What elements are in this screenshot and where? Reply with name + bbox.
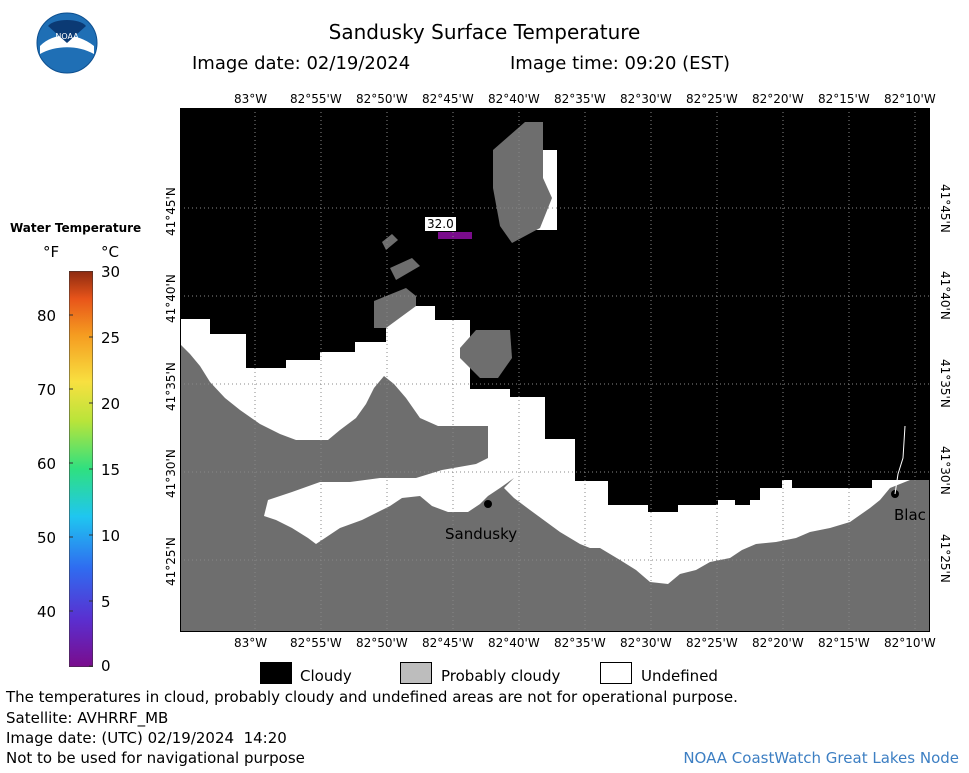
lon-label-top: 82°45'W bbox=[422, 92, 474, 106]
map-panel[interactable]: 32.0 Sandusky Blac bbox=[180, 108, 930, 632]
undefined-swatch bbox=[600, 662, 632, 684]
probably-cloudy-area bbox=[382, 234, 398, 250]
sandusky-marker bbox=[484, 500, 492, 508]
place-label-blac: Blac bbox=[894, 506, 926, 524]
lon-label-top: 82°25'W bbox=[686, 92, 738, 106]
temperature-sample-pixel bbox=[438, 232, 472, 239]
cloudy-area bbox=[180, 108, 930, 512]
utc-date-text: Image date: (UTC) 02/19/2024 14:20 bbox=[6, 729, 287, 747]
legend-f-tick: 40 bbox=[37, 603, 57, 621]
lon-label-bottom: 83°W bbox=[234, 636, 268, 650]
place-label-sandusky: Sandusky bbox=[445, 525, 518, 543]
probably-cloudy-area bbox=[493, 122, 552, 243]
lon-label-top: 82°20'W bbox=[752, 92, 804, 106]
lon-label-top: 82°35'W bbox=[554, 92, 606, 106]
lon-label-bottom: 82°50'W bbox=[356, 636, 408, 650]
lat-label-right: 41°45'N bbox=[938, 184, 952, 233]
lat-label-left: 41°30'N bbox=[164, 449, 178, 498]
map-title: Sandusky Surface Temperature bbox=[328, 20, 641, 44]
legend-f-tick: 50 bbox=[37, 529, 57, 547]
coastwatch-node-label: NOAA CoastWatch Great Lakes Node bbox=[683, 749, 959, 767]
probably-cloudy-area bbox=[390, 258, 420, 280]
legend-unit-c: °C bbox=[101, 243, 119, 261]
top-longitude-labels: 83°W 82°55'W 82°50'W 82°45'W 82°40'W 82°… bbox=[180, 92, 936, 108]
lat-label-right: 41°30'N bbox=[938, 446, 952, 495]
undefined-label: Undefined bbox=[641, 667, 718, 685]
probably-cloudy-area bbox=[374, 288, 416, 328]
lon-label-bottom: 82°20'W bbox=[752, 636, 804, 650]
bottom-longitude-labels: 83°W 82°55'W 82°50'W 82°45'W 82°40'W 82°… bbox=[180, 636, 936, 652]
lon-label-bottom: 82°45'W bbox=[422, 636, 474, 650]
temperature-tag: 32.0 bbox=[424, 216, 457, 232]
disclaimer-text: The temperatures in cloud, probably clou… bbox=[6, 688, 738, 706]
legend-f-tick: 80 bbox=[37, 307, 57, 325]
lon-label-top: 83°W bbox=[234, 92, 268, 106]
lon-label-top: 82°15'W bbox=[818, 92, 870, 106]
lat-label-left: 41°40'N bbox=[164, 274, 178, 323]
lon-label-top: 82°55'W bbox=[290, 92, 342, 106]
lat-label-left: 41°25'N bbox=[164, 537, 178, 586]
legend-f-tick: 70 bbox=[37, 381, 57, 399]
legend-c-tick: 10 bbox=[101, 527, 121, 545]
lon-label-bottom: 82°30'W bbox=[620, 636, 672, 650]
land-area bbox=[180, 344, 930, 632]
graticule bbox=[180, 108, 930, 632]
lon-label-bottom: 82°25'W bbox=[686, 636, 738, 650]
map-svg bbox=[180, 108, 930, 632]
color-scale bbox=[68, 270, 94, 668]
lon-label-bottom: 82°35'W bbox=[554, 636, 606, 650]
legend-c-tick: 0 bbox=[101, 657, 111, 675]
image-time: Image time: 09:20 (EST) bbox=[510, 53, 730, 74]
coastline bbox=[894, 425, 906, 495]
legend-c-tick: 20 bbox=[101, 395, 121, 413]
probably-cloudy-area bbox=[460, 330, 512, 378]
navigation-warning: Not to be used for navigational purpose bbox=[6, 749, 305, 767]
lat-label-right: 41°40'N bbox=[938, 271, 952, 320]
image-date: Image date: 02/19/2024 bbox=[192, 53, 411, 74]
lon-label-top: 82°40'W bbox=[488, 92, 540, 106]
cloudy-label: Cloudy bbox=[300, 667, 352, 685]
satellite-text: Satellite: AVHRRF_MB bbox=[6, 709, 169, 727]
legend-c-tick: 30 bbox=[101, 263, 121, 281]
logo-text: NOAA bbox=[55, 32, 79, 41]
cloudy-swatch bbox=[260, 662, 292, 684]
legend-unit-f: °F bbox=[43, 243, 60, 261]
lon-label-top: 82°10'W bbox=[884, 92, 936, 106]
lon-label-bottom: 82°15'W bbox=[818, 636, 870, 650]
lon-label-top: 82°50'W bbox=[356, 92, 408, 106]
probably-cloudy-label: Probably cloudy bbox=[441, 667, 561, 685]
probably-cloudy-swatch bbox=[400, 662, 432, 684]
legend-c-tick: 5 bbox=[101, 593, 111, 611]
map-frame bbox=[180, 108, 930, 632]
lon-label-top: 82°30'W bbox=[620, 92, 672, 106]
noaa-logo: NOAA bbox=[36, 12, 98, 74]
legend-c-tick: 15 bbox=[101, 461, 121, 479]
lat-label-left: 41°35'N bbox=[164, 362, 178, 411]
lon-label-bottom: 82°40'W bbox=[488, 636, 540, 650]
legend-f-tick: 60 bbox=[37, 455, 57, 473]
lon-label-bottom: 82°10'W bbox=[884, 636, 936, 650]
legend-c-tick: 25 bbox=[101, 329, 121, 347]
legend-title: Water Temperature bbox=[10, 221, 142, 235]
lon-label-bottom: 82°55'W bbox=[290, 636, 342, 650]
lat-label-right: 41°25'N bbox=[938, 534, 952, 583]
lat-label-left: 41°45'N bbox=[164, 187, 178, 236]
lat-label-right: 41°35'N bbox=[938, 359, 952, 408]
